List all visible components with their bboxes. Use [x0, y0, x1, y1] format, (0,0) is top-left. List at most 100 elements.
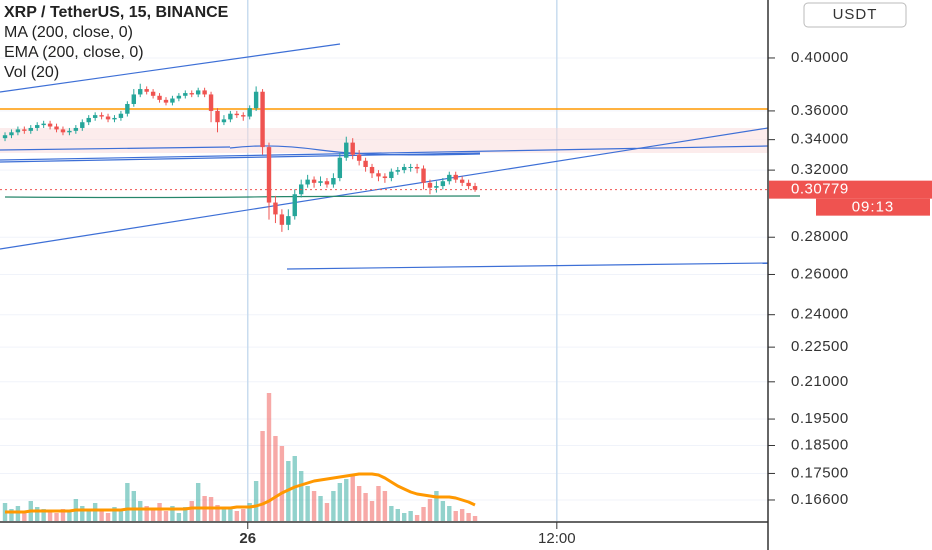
- candle-body: [369, 166, 375, 174]
- y-tick-label: 0.21000: [791, 373, 849, 390]
- candle-body: [234, 113, 240, 116]
- candle-body: [363, 160, 368, 167]
- candle-body: [99, 115, 104, 117]
- candle-body: [311, 179, 317, 183]
- volume-bar: [389, 506, 394, 521]
- candle-body: [35, 125, 40, 128]
- indicator-label: EMA (200, close, 0): [4, 44, 144, 61]
- volume-bar: [144, 506, 149, 521]
- candle-body: [356, 154, 362, 161]
- candle-body: [305, 179, 310, 185]
- volume-bar: [170, 506, 175, 521]
- indicator-label: Vol (20): [4, 64, 59, 81]
- volume-bar: [99, 509, 104, 521]
- ma-line: [4, 195, 481, 199]
- volume-bar: [260, 431, 265, 521]
- volume-bar: [331, 491, 336, 521]
- title: XRP / TetherUS, 15, BINANCE: [4, 4, 229, 21]
- volume-bar: [80, 506, 85, 521]
- volume-bar: [131, 491, 136, 521]
- volume-bar: [421, 507, 426, 521]
- candle-body: [138, 89, 143, 95]
- candle-body: [208, 94, 214, 111]
- volume-bar: [22, 511, 27, 521]
- y-tick-label: 0.40000: [791, 49, 849, 66]
- candle-body: [266, 147, 272, 203]
- candle-body: [440, 181, 446, 187]
- candle-body: [228, 113, 233, 120]
- candle-body: [414, 166, 420, 169]
- candle-body: [337, 157, 343, 179]
- candle-body: [382, 176, 388, 179]
- candle-body: [176, 95, 182, 99]
- volume-bar: [9, 509, 14, 521]
- volume-bar: [60, 509, 66, 521]
- volume-bar: [472, 516, 478, 521]
- volume-bar: [176, 513, 182, 521]
- volume-bar: [189, 501, 194, 521]
- candle-body: [402, 166, 407, 171]
- last-price-box: [769, 180, 932, 199]
- candle-body: [408, 166, 413, 168]
- drawings: [0, 43, 769, 270]
- volume-bar: [369, 501, 375, 521]
- candle-body: [80, 122, 85, 128]
- last-price-label: 0.30779: [791, 181, 849, 198]
- candle-body: [170, 98, 175, 103]
- candle-body: [221, 119, 227, 123]
- candle-body: [273, 202, 278, 215]
- volume-bar: [363, 493, 368, 521]
- volume-bar: [47, 511, 53, 521]
- candle-body: [131, 94, 136, 104]
- volume-bar: [86, 511, 91, 521]
- candle-body: [125, 103, 130, 114]
- x-tick-label: 26: [239, 530, 256, 547]
- candle-body: [292, 194, 297, 217]
- candle-body: [183, 93, 188, 96]
- y-tick-label: 0.22500: [791, 338, 849, 355]
- volume-bar: [105, 513, 111, 521]
- candle-body: [86, 117, 91, 123]
- candle-body: [324, 181, 330, 185]
- volume-pane: [2, 393, 478, 521]
- volume-bar: [298, 471, 304, 521]
- volume-bar: [324, 503, 330, 521]
- volume-bar: [221, 509, 227, 521]
- candle-body: [41, 123, 46, 126]
- volume-ma-line: [5, 472, 476, 514]
- candle-body: [150, 91, 156, 96]
- candle-body: [28, 127, 33, 131]
- candle-body: [67, 130, 72, 133]
- candle-body: [241, 115, 246, 117]
- y-tick-label: 0.32000: [791, 161, 849, 178]
- volume-bar: [453, 511, 458, 521]
- volume-bar: [67, 511, 72, 521]
- candle-body: [260, 91, 265, 148]
- y-tick-label: 0.18500: [791, 436, 849, 453]
- volume-bar: [337, 483, 343, 521]
- candle-body: [459, 179, 465, 183]
- candle-body: [22, 129, 27, 131]
- volume-bar: [305, 486, 310, 521]
- candle-body: [47, 123, 53, 127]
- y-tick-label: 0.34000: [791, 131, 849, 148]
- volume-bar: [138, 501, 143, 521]
- candle-body: [118, 113, 124, 118]
- volume-bar: [234, 511, 240, 521]
- volume-bar: [279, 446, 285, 521]
- volume-bar: [318, 496, 323, 521]
- zone: [0, 128, 768, 153]
- candle-body: [112, 117, 117, 120]
- currency-button-label[interactable]: USDT: [833, 6, 878, 23]
- grid: [0, 0, 768, 521]
- volume-bar: [447, 506, 452, 521]
- candle-body: [447, 174, 452, 182]
- candle-body: [376, 173, 381, 177]
- currency-button[interactable]: [803, 2, 907, 28]
- candle-body: [466, 182, 471, 187]
- candle-body: [60, 129, 66, 133]
- volume-bar: [434, 491, 439, 521]
- candle-body: [73, 127, 79, 131]
- volume-bar: [247, 503, 252, 521]
- candle-body: [331, 178, 336, 185]
